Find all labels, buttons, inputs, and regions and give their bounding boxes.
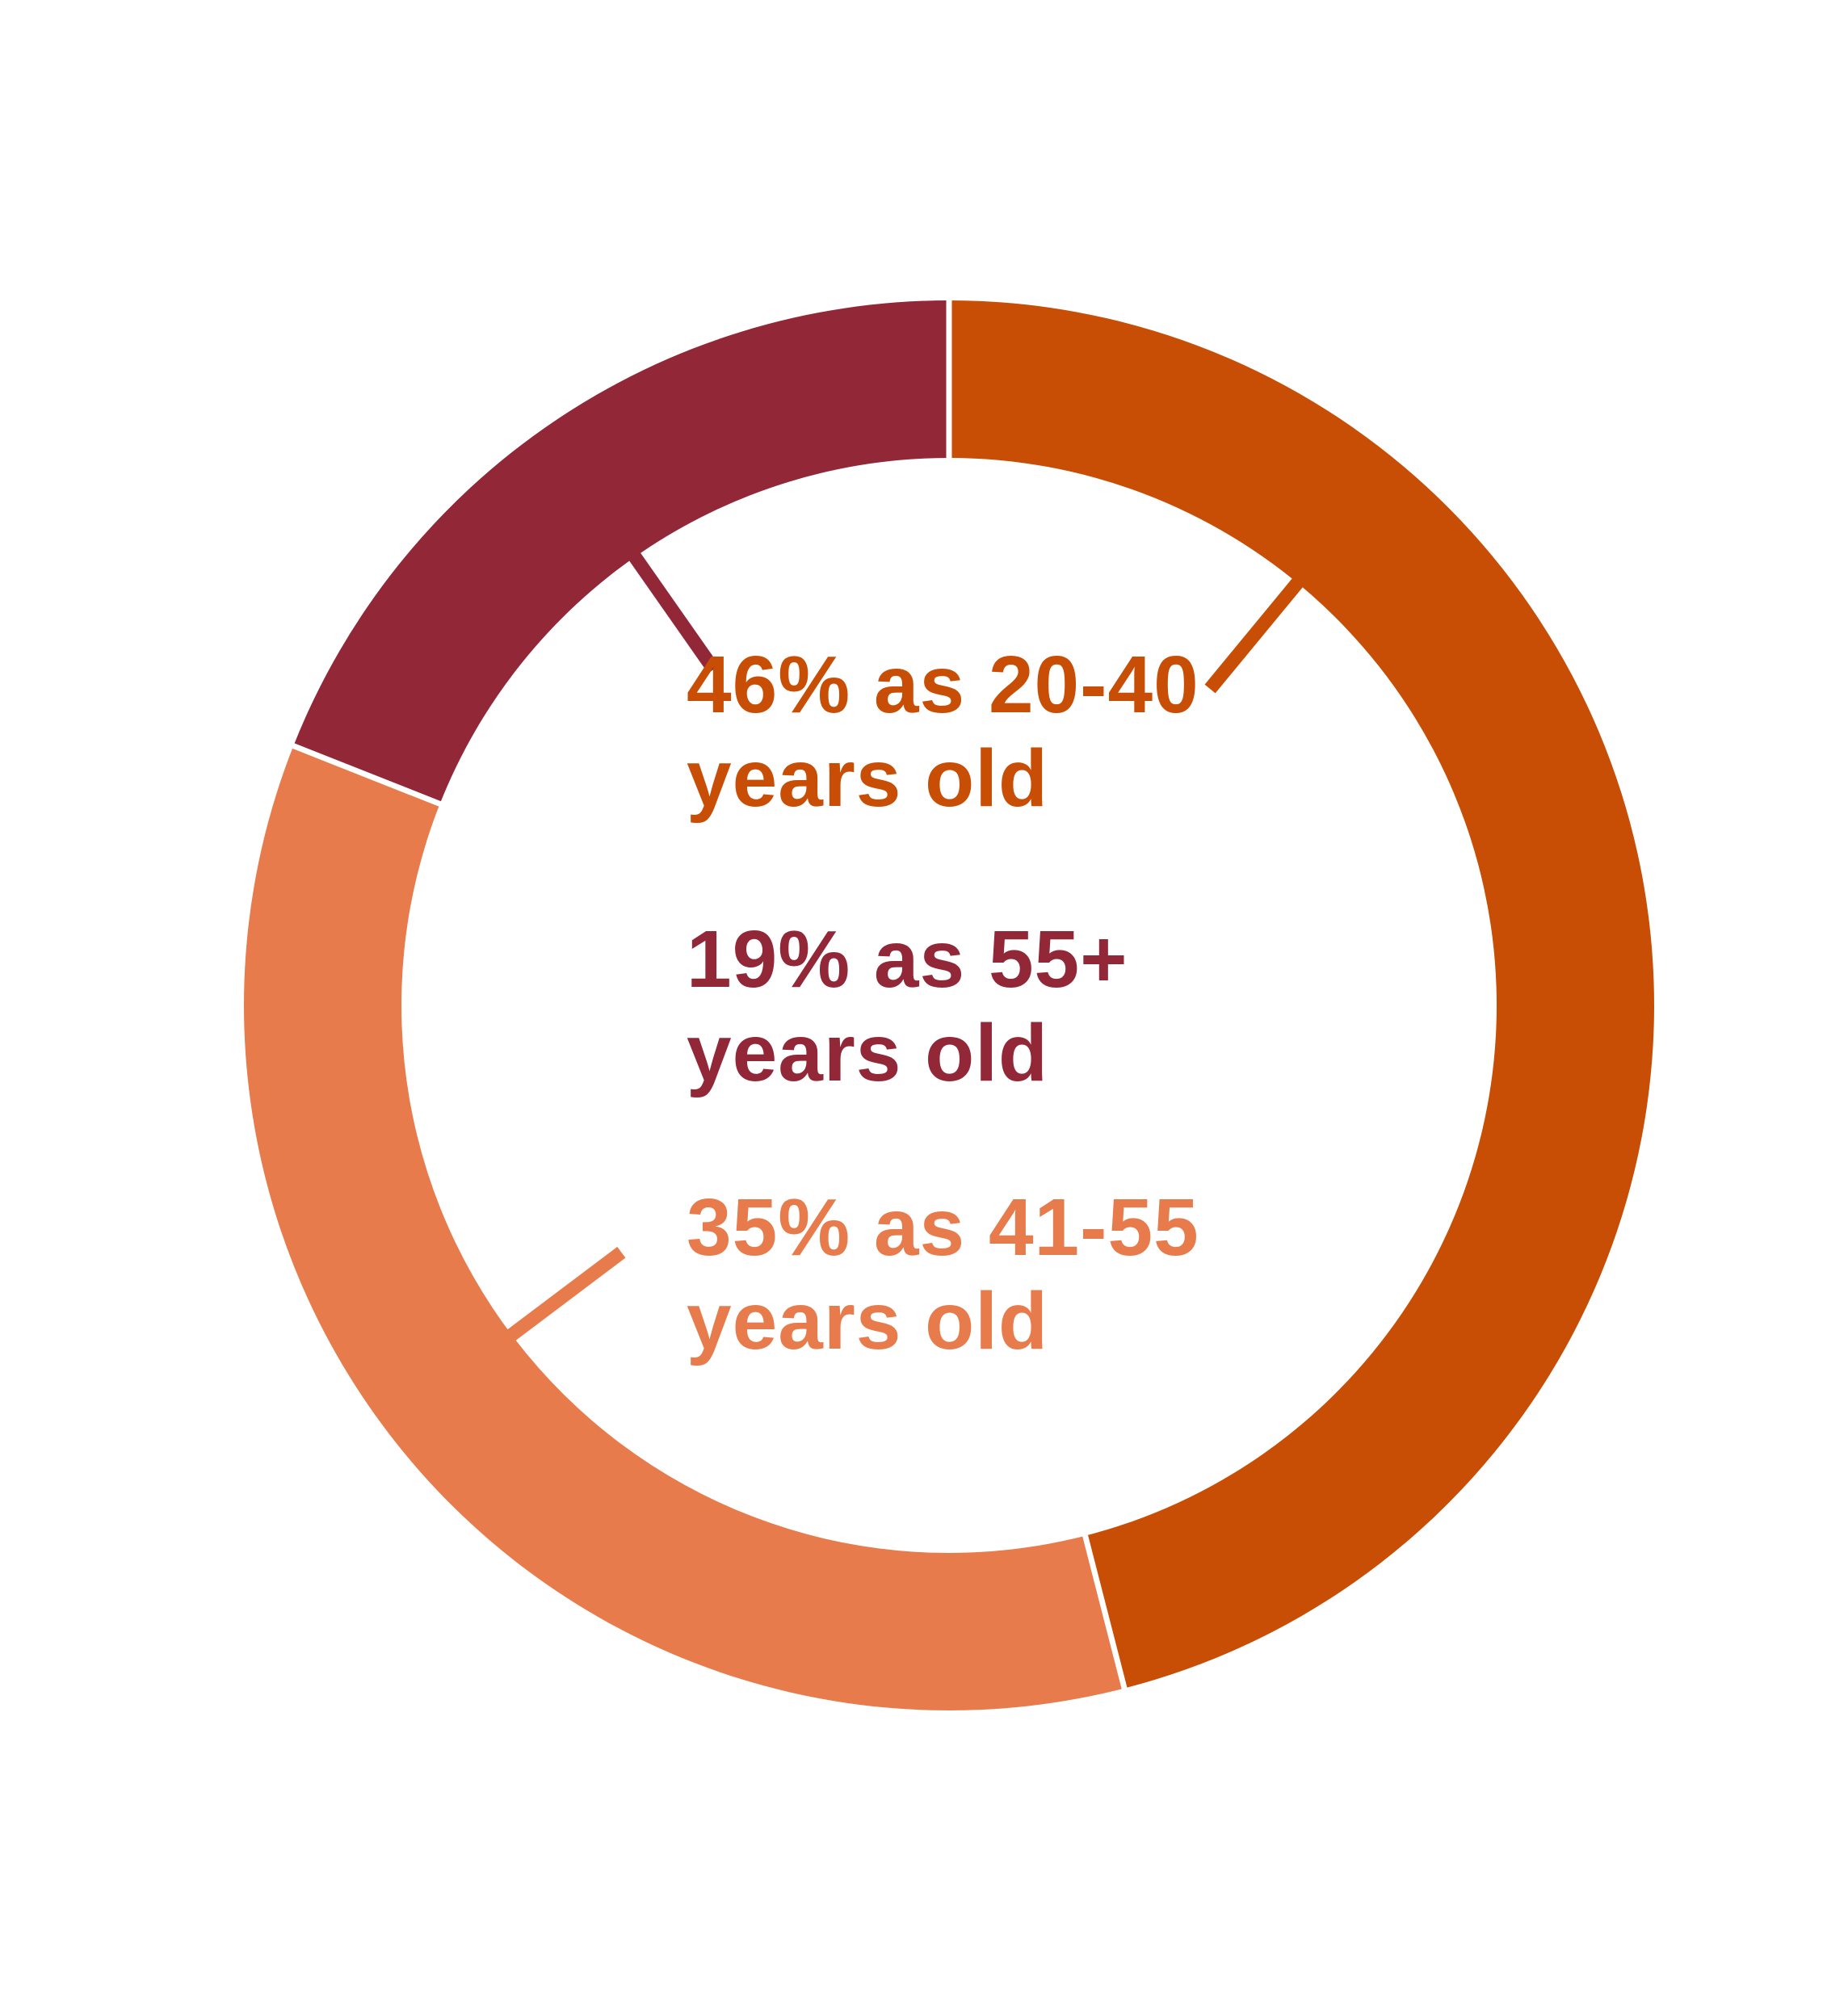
slice-label-41-55: 35% as 41-55 years old (687, 1181, 1199, 1368)
slice-label-20-40-line1: 46% as 20-40 (687, 640, 1199, 730)
slice-label-20-40: 46% as 20-40 years old (687, 638, 1199, 825)
slice-label-55-plus: 19% as 55+ years old (687, 913, 1128, 1100)
slice-label-55-plus-line1: 19% as 55+ (687, 914, 1128, 1005)
slice-label-55-plus-line2: years old (687, 1008, 1049, 1098)
donut-slice-20-40 (949, 300, 1655, 1689)
slice-separator (1082, 1531, 1128, 1694)
leader-line-55-plus (624, 544, 720, 674)
donut-slice-41-55 (243, 745, 1125, 1711)
slice-separator (288, 741, 444, 808)
slice-separators (288, 296, 1128, 1694)
leader-line-20-40 (1204, 571, 1309, 694)
slice-label-41-55-line1: 35% as 41-55 (687, 1182, 1199, 1273)
leader-lines (499, 544, 1309, 1347)
slice-label-20-40-line2: years old (687, 733, 1049, 824)
slice-label-41-55-line2: years old (687, 1276, 1049, 1366)
donut-slices (243, 300, 1655, 1711)
donut-slice-55-plus (293, 300, 949, 804)
leader-line-41-55 (499, 1246, 626, 1347)
